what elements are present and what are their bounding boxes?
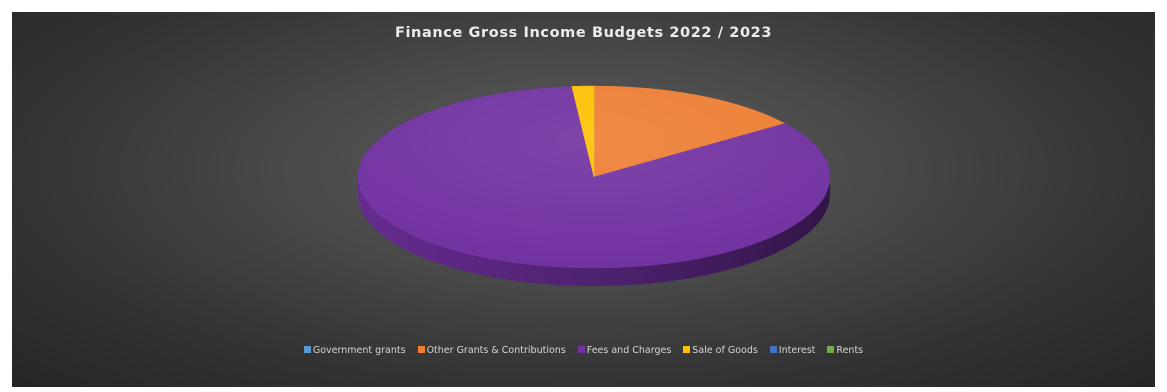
legend-swatch xyxy=(683,346,691,353)
pie-slice-side-fees-and-charges xyxy=(358,177,830,286)
chart-area: Finance Gross Income Budgets 2022 / 2023… xyxy=(12,12,1155,387)
legend-item-government-grants: Government grants xyxy=(303,345,406,356)
legend-swatch xyxy=(577,346,585,353)
legend-swatch xyxy=(303,346,311,353)
legend-item-other-grants-and-contributions: Other Grants & Contributions xyxy=(417,345,566,356)
legend-swatch xyxy=(417,346,425,353)
legend-label: Government grants xyxy=(312,345,406,356)
chart-legend: Government grants Other Grants & Contribu… xyxy=(12,345,1155,356)
legend-item-fees-and-charges: Fees and Charges xyxy=(577,345,672,356)
legend-item-rents: Rents xyxy=(827,345,863,356)
pie-chart xyxy=(357,85,831,286)
legend-label: Interest xyxy=(778,345,816,356)
legend-label: Sale of Goods xyxy=(692,345,758,356)
legend-item-interest: Interest xyxy=(769,345,816,356)
legend-swatch xyxy=(769,346,777,353)
legend-item-sale-of-goods: Sale of Goods xyxy=(683,345,758,356)
chart-title: Finance Gross Income Budgets 2022 / 2023 xyxy=(394,25,773,41)
legend-label: Fees and Charges xyxy=(586,345,672,356)
legend-label: Other Grants & Contributions xyxy=(426,345,566,356)
legend-label: Rents xyxy=(836,345,864,356)
legend-swatch xyxy=(827,346,835,353)
pie-top-sheen xyxy=(358,86,830,268)
